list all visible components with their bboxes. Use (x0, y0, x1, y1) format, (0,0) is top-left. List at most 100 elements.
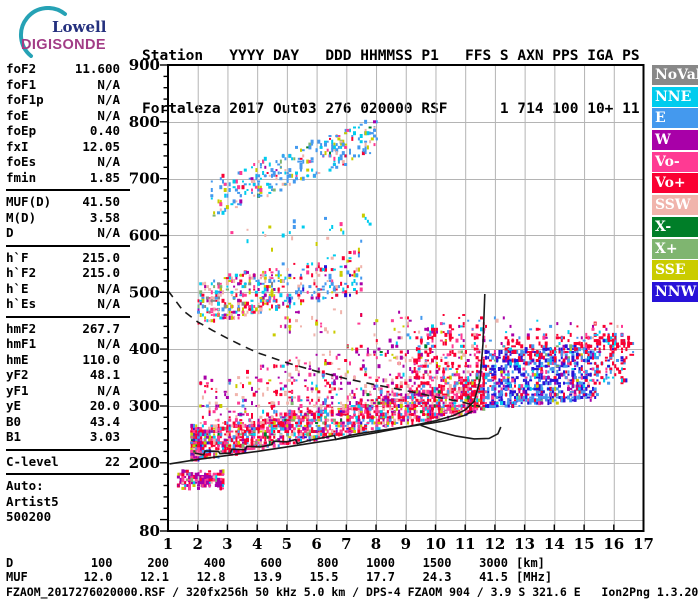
muf-row: MUF 12.0 12.1 12.8 13.9 15.5 17.7 24.3 41.5 [MHz] (6, 570, 552, 584)
legend-item-w: W (652, 130, 698, 151)
y-tick-label: 800 (129, 113, 160, 131)
legend-item-sse: SSE (652, 260, 698, 281)
parameter-label: D (6, 225, 14, 240)
table-cell: 1000 (366, 556, 395, 570)
parameter-row: yF1 N/A (6, 383, 130, 399)
x-tick-label: 6 (311, 535, 321, 553)
parameter-value: 48.1 (89, 367, 120, 382)
echo-cluster-noise-between-hops (230, 213, 372, 252)
parameter-label: MUF(D) (6, 194, 52, 209)
logo-bottom-text: DIGISONDE (21, 37, 106, 53)
parameter-label: yF2 (6, 367, 29, 382)
parameter-label: foEp (6, 123, 37, 138)
parameter-row: D N/A (6, 225, 130, 241)
parameter-row: foF1 N/A (6, 77, 130, 93)
x-tick-label: 8 (371, 535, 381, 553)
parameter-value: 0.40 (89, 123, 120, 138)
parameter-row: 500200 (6, 509, 130, 525)
parameter-row: h`Es N/A (6, 296, 130, 312)
d-muf-table: D 100 200 400 600 800 1000 1500 3000 [km] MUF 12.0 1… (6, 556, 552, 584)
parameter-label: hmE (6, 351, 29, 367)
echo-cluster-spread-f-fringe (592, 332, 628, 385)
parameter-row: foF2 11.600 (6, 61, 130, 77)
parameter-label: B0 (6, 413, 22, 429)
x-tick-label: 4 (252, 535, 262, 553)
parameter-row: foE N/A (6, 108, 130, 124)
echo-cluster-red-band-right (500, 332, 635, 363)
table-cell: 13.9 (253, 570, 282, 585)
trace-hook-curve (420, 424, 502, 440)
echo-cluster-f-trace-right-red (410, 316, 488, 408)
parameter-row: foF1p N/A (6, 92, 130, 108)
parameter-label: M(D) (6, 209, 37, 225)
parameter-value: 3.03 (89, 429, 120, 444)
parameter-value: N/A (97, 336, 120, 351)
unit-label: [MHz] (516, 570, 553, 585)
x-tick-label: 7 (341, 535, 351, 553)
parameter-value: 3.58 (89, 209, 120, 225)
separator-line (6, 244, 130, 247)
parameter-row: M(D) 3.58 (6, 210, 130, 226)
unit-label: [km] (516, 556, 545, 570)
overlay-curves (167, 290, 502, 465)
legend-item-ssw: SSW (652, 195, 698, 216)
parameter-row: Artist5 (6, 494, 130, 510)
parameter-label: foE (6, 107, 29, 123)
separator-line (6, 473, 130, 475)
parameter-label: foEs (6, 154, 37, 169)
parameter-value: 22 (104, 453, 120, 469)
echo-cluster-noise-mid (272, 308, 409, 337)
x-tick-label: 11 (455, 535, 476, 553)
logo-arc-icon (19, 6, 67, 58)
parameter-label: h`Es (6, 296, 37, 311)
parameter-panel: foF2 11.600 foF1 N/A foF1p N/A foE N/A foEp 0.40 f… (6, 61, 130, 525)
parameter-label: fmin (6, 169, 37, 185)
parameter-row: fxI 12.05 (6, 139, 130, 155)
table-cell: 12.0 (83, 570, 113, 585)
parameter-value: 41.50 (82, 194, 120, 209)
row-label: D (6, 556, 14, 570)
parameter-value: 43.4 (89, 413, 120, 429)
trace-fit-curve (194, 410, 473, 456)
parameter-label: hmF1 (6, 336, 37, 351)
parameter-label: foF2 (6, 61, 37, 76)
x-tick-label: 3 (222, 535, 232, 553)
parameter-value: N/A (97, 92, 120, 107)
y-tick-label: 700 (129, 170, 160, 188)
row-label: MUF (6, 570, 28, 585)
plot-frame (167, 64, 645, 532)
parameter-row: MUF(D) 41.50 (6, 194, 130, 210)
parameter-label: Auto: (6, 478, 44, 493)
separator-line (6, 448, 130, 451)
x-tick-label: 9 (401, 535, 411, 553)
x-tick-label: 13 (514, 535, 535, 553)
parameter-label: yE (6, 398, 22, 413)
header-values: Fortaleza 2017 Out03 276 020000 RSF 1 71… (142, 100, 640, 117)
profile-curve (169, 293, 486, 465)
parameter-row: B1 3.03 (6, 429, 130, 445)
header-column-titles: Station YYYY DAY DDD HHMMSS P1 FFS S AXN… (142, 48, 640, 64)
parameter-value: N/A (97, 76, 120, 92)
parameter-row: hmF1 N/A (6, 336, 130, 352)
legend-item-noval: NoVal (652, 65, 698, 85)
axis-ticks (160, 64, 645, 532)
table-cell: 12.1 (140, 570, 169, 585)
parameter-label: foF1 (6, 76, 37, 92)
x-tick-label: 15 (574, 535, 595, 553)
echo-cluster-es-blob (176, 469, 225, 491)
table-cell: 17.7 (366, 570, 395, 585)
x-tick-label: 5 (282, 535, 292, 553)
table-cell: 41.5 (479, 570, 508, 585)
parameter-row: fmin 1.85 (6, 170, 130, 186)
logo-top-text: Lowell (52, 18, 107, 36)
lowell-digisonde-logo: Lowell DIGISONDE (19, 6, 107, 58)
legend-item-x: X+ (652, 238, 698, 259)
table-cell: 15.5 (309, 570, 339, 585)
legend-item-x: X- (652, 216, 698, 237)
echo-scatter (176, 119, 635, 491)
color-legend: NoVal NNE E W Vo- Vo+ SSW X- X+ SSE NNW (652, 65, 698, 304)
parameter-value: 215.0 (82, 249, 120, 265)
table-cell: 24.3 (422, 570, 452, 585)
x-tick-label: 17 (633, 535, 654, 553)
